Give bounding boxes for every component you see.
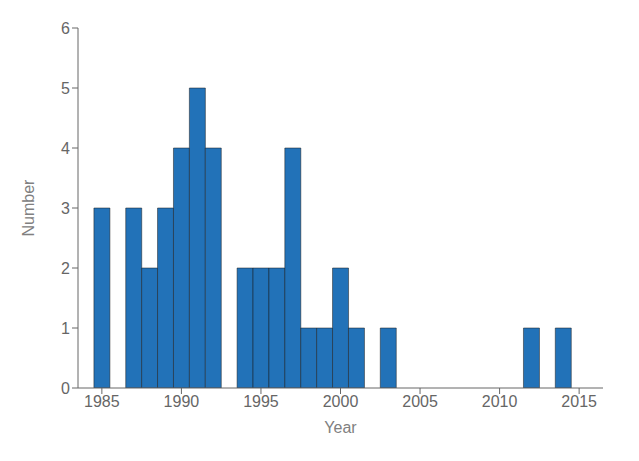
svg-text:Year: Year	[324, 419, 357, 436]
svg-text:1985: 1985	[84, 393, 120, 410]
svg-text:1: 1	[61, 320, 70, 337]
svg-text:2: 2	[61, 260, 70, 277]
svg-text:1990: 1990	[164, 393, 200, 410]
svg-text:2000: 2000	[323, 393, 359, 410]
svg-text:1995: 1995	[243, 393, 279, 410]
svg-text:Number: Number	[20, 179, 37, 237]
svg-text:6: 6	[61, 20, 70, 37]
svg-text:5: 5	[61, 80, 70, 97]
svg-text:2010: 2010	[482, 393, 518, 410]
svg-text:3: 3	[61, 200, 70, 217]
svg-text:4: 4	[61, 140, 70, 157]
svg-text:0: 0	[61, 380, 70, 397]
svg-text:2005: 2005	[402, 393, 438, 410]
svg-text:2015: 2015	[561, 393, 597, 410]
